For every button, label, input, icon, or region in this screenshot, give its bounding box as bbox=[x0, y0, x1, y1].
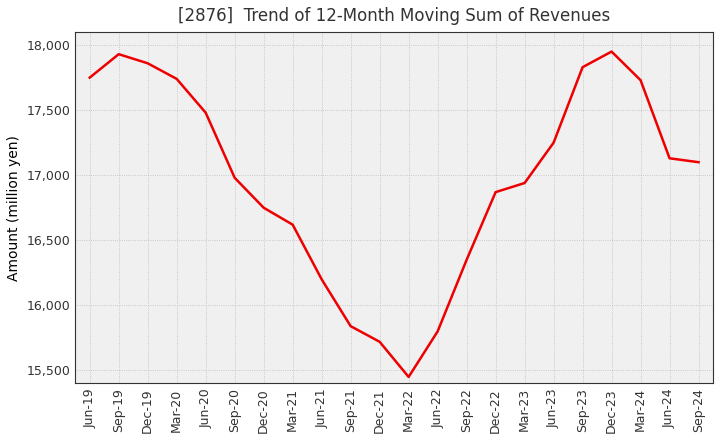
Title: [2876]  Trend of 12-Month Moving Sum of Revenues: [2876] Trend of 12-Month Moving Sum of R… bbox=[178, 7, 611, 25]
Y-axis label: Amount (million yen): Amount (million yen) bbox=[7, 135, 21, 281]
